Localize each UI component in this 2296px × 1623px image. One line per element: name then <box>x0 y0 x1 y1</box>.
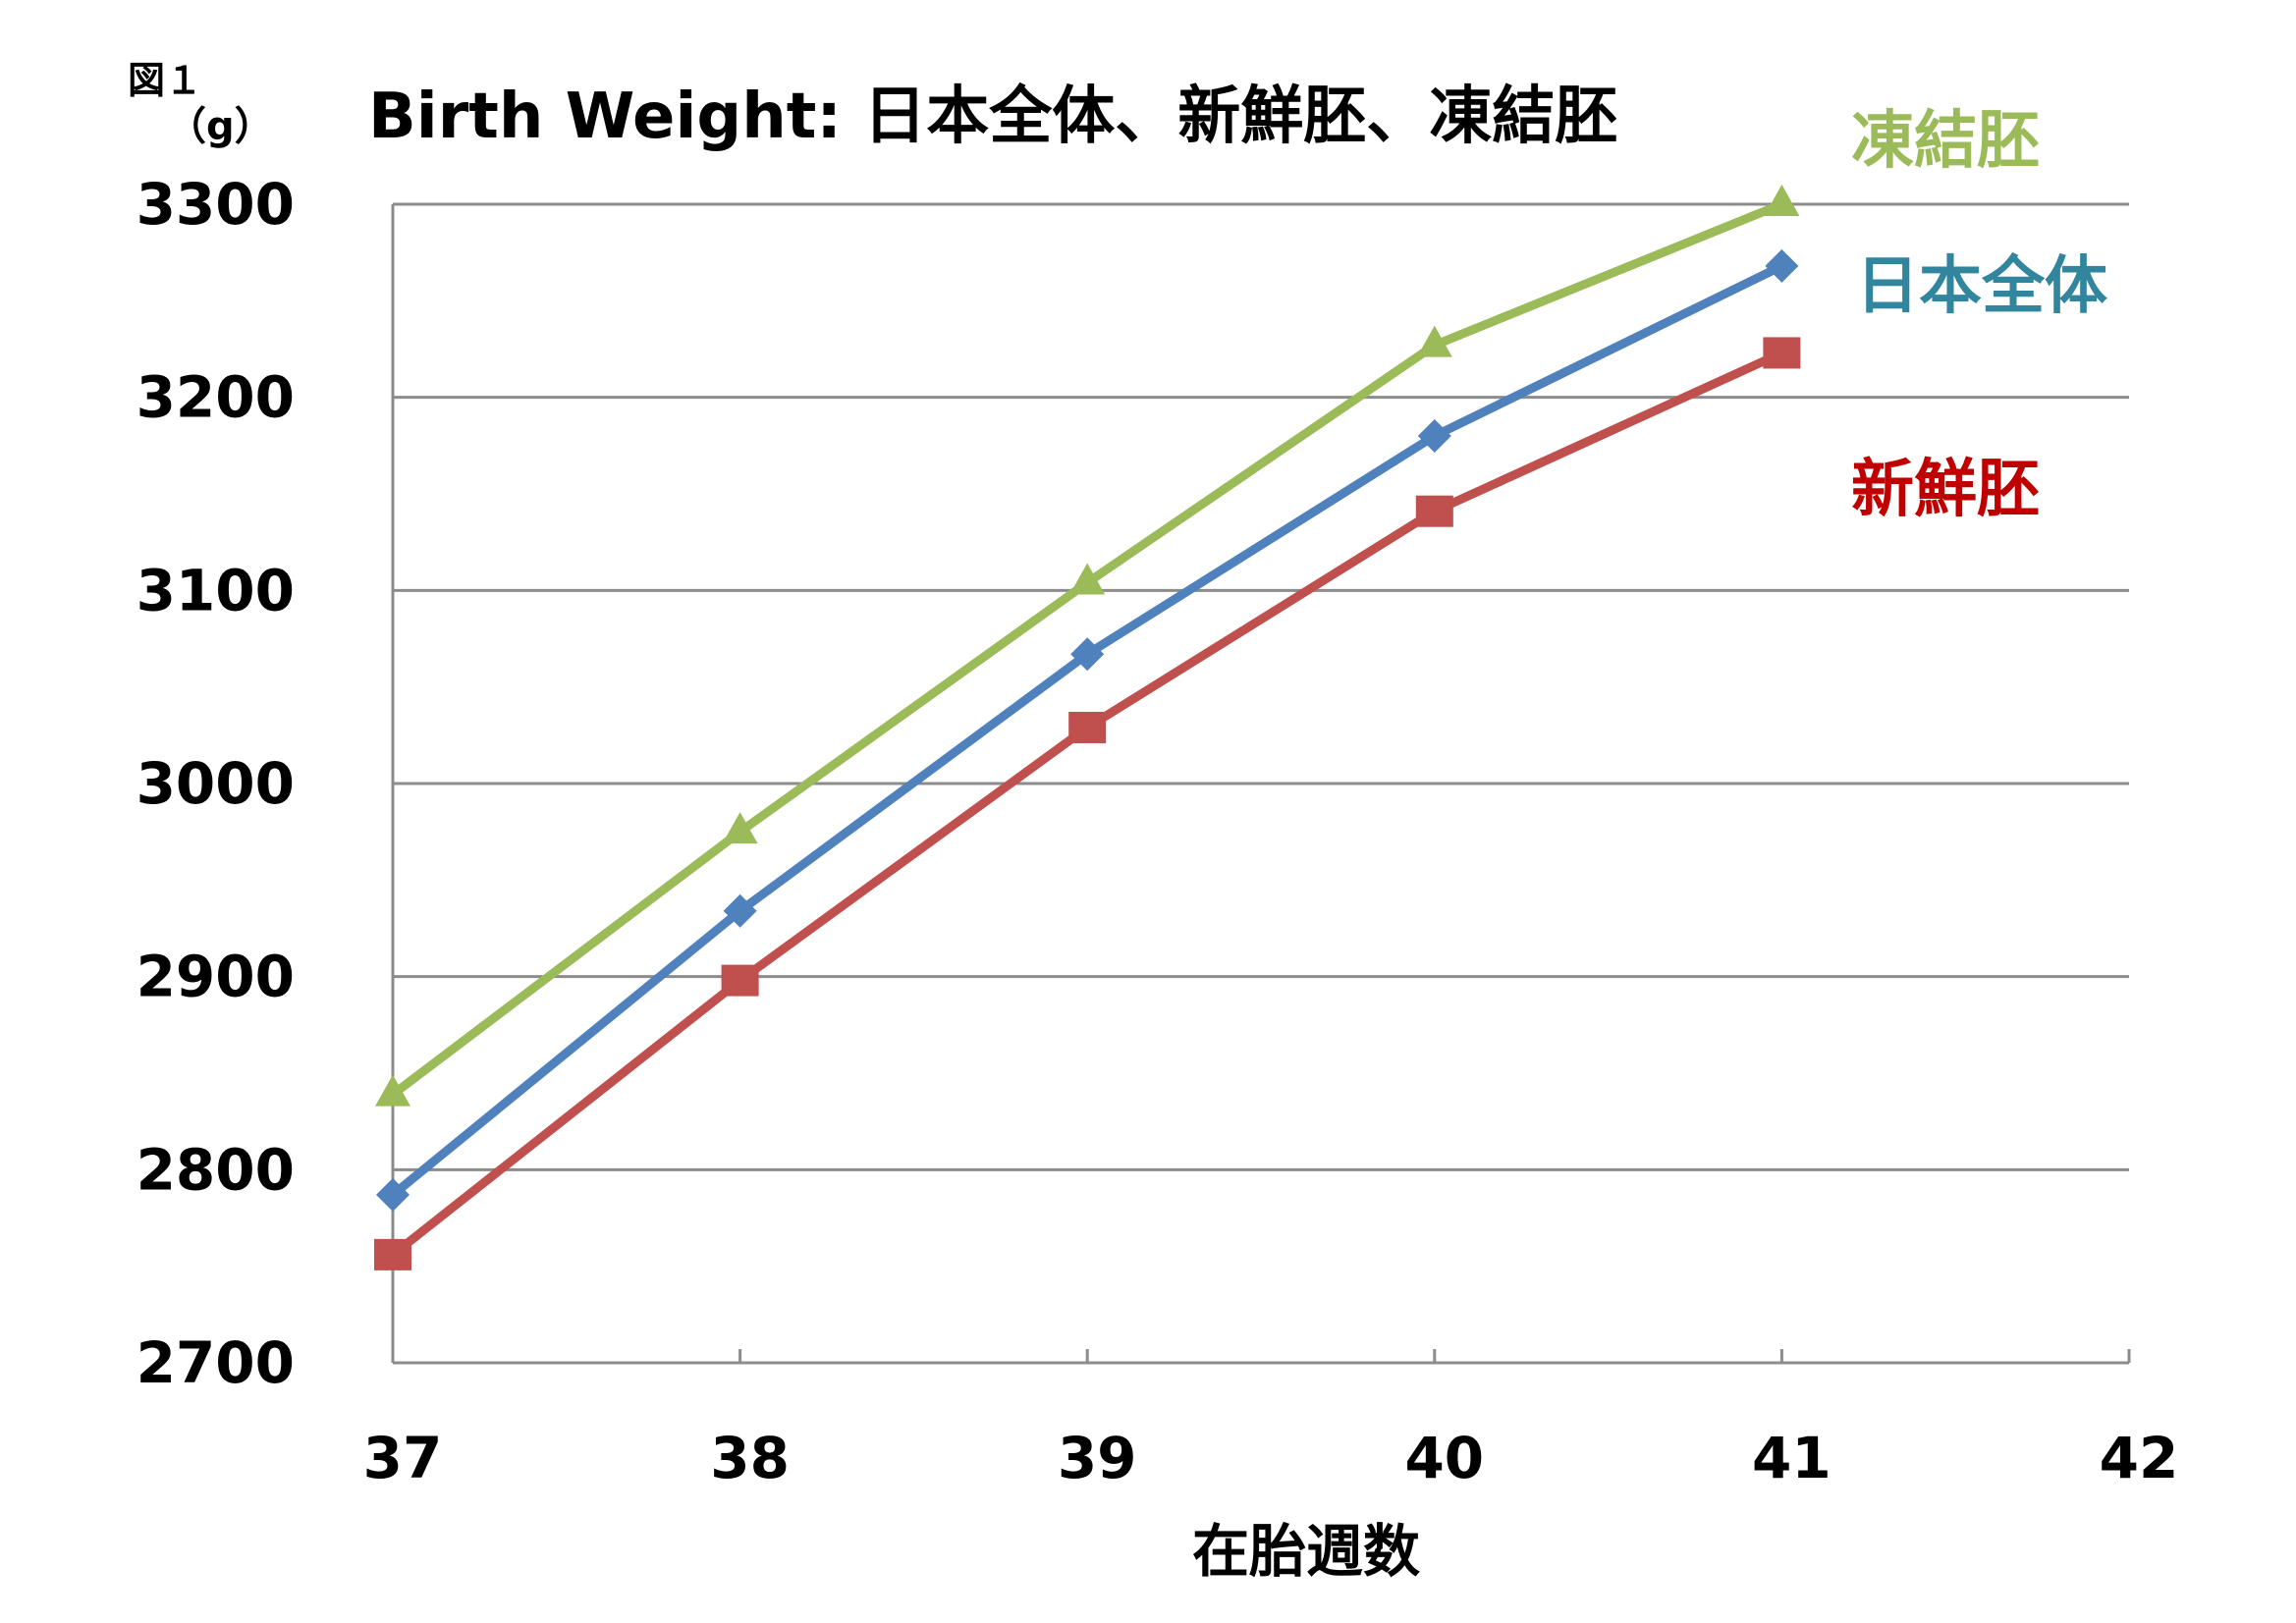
series-3-point-39 <box>1068 711 1107 743</box>
series-2-label: 日本全体 <box>1856 250 2107 323</box>
series-1-point-39 <box>1069 563 1106 595</box>
series-1-label: 凍結胚 <box>1851 105 2040 178</box>
y-tick-label-3000: 3000 <box>137 750 295 817</box>
series-2-point-41 <box>1765 248 1799 283</box>
series-3-label: 新鮮胚 <box>1851 454 2040 526</box>
y-tick-label-3300: 3300 <box>137 171 295 238</box>
x-tick-labels: 37 38 39 40 41 42 <box>363 1425 2179 1491</box>
axes <box>391 204 2131 1365</box>
x-axis-label: 在胎週数 <box>1192 1518 1420 1585</box>
series-2-point-39 <box>1070 637 1105 672</box>
series-3-point-37 <box>374 1238 411 1271</box>
x-tick-label-41: 41 <box>1752 1425 1831 1491</box>
series-group <box>374 185 1801 1271</box>
figure-label: 図１ <box>128 59 202 102</box>
x-tick-label-42: 42 <box>2100 1425 2179 1491</box>
series-3-point-40 <box>1415 495 1453 527</box>
series-3-line <box>390 349 1784 1259</box>
series-1-point-41 <box>1764 185 1800 216</box>
y-tick-label-3200: 3200 <box>137 364 295 431</box>
series-2 <box>376 248 1799 1212</box>
series-3-point-38 <box>721 964 759 997</box>
series-1-point-38 <box>722 812 758 844</box>
y-tick-labels: 2700 2800 2900 3000 3100 3200 3300 <box>137 171 295 1396</box>
y-tick-label-2800: 2800 <box>137 1136 295 1203</box>
x-tick-label-38: 38 <box>710 1425 790 1491</box>
y-tick-label-3100: 3100 <box>137 557 295 623</box>
y-tick-label-2700: 2700 <box>137 1329 295 1396</box>
series-2-point-40 <box>1417 419 1451 453</box>
x-tick-label-39: 39 <box>1058 1425 1137 1491</box>
series-2-point-38 <box>723 893 757 928</box>
series-1-point-40 <box>1416 325 1452 357</box>
series-1-point-37 <box>375 1074 410 1107</box>
series-3-point-41 <box>1763 337 1801 369</box>
series-2-point-37 <box>376 1177 410 1212</box>
y-unit-label: （g） <box>167 104 274 149</box>
series-3 <box>374 337 1801 1271</box>
x-tick-label-37: 37 <box>363 1425 443 1491</box>
grid-lines <box>393 202 2129 1171</box>
y-tick-label-2900: 2900 <box>137 944 295 1010</box>
series-1 <box>375 185 1800 1107</box>
x-tick-label-40: 40 <box>1404 1425 1484 1491</box>
chart-title: Birth Weight: 日本全体、新鮮胚、凍結胚 <box>368 81 1617 153</box>
